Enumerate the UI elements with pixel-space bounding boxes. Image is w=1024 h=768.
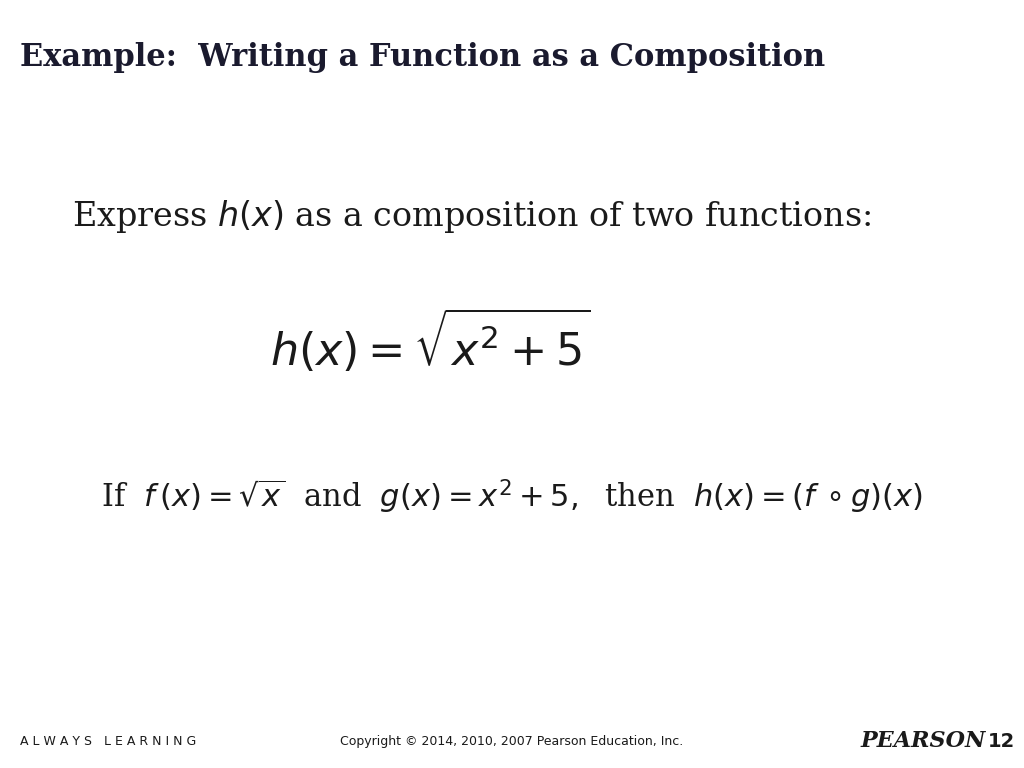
- Text: $h(x) = \sqrt{x^2+5}$: $h(x) = \sqrt{x^2+5}$: [269, 307, 591, 375]
- Text: Example:  Writing a Function as a Composition: Example: Writing a Function as a Composi…: [20, 41, 825, 73]
- Text: A L W A Y S   L E A R N I N G: A L W A Y S L E A R N I N G: [20, 735, 197, 747]
- Text: PEARSON: PEARSON: [860, 730, 985, 752]
- Text: Express $h(x)$ as a composition of two functions:: Express $h(x)$ as a composition of two f…: [72, 198, 871, 235]
- Text: If  $f\,(x) = \sqrt{x}$  and  $g(x) = x^2+5,$  then  $h(x) = (f\,\circ g)(x)$: If $f\,(x) = \sqrt{x}$ and $g(x) = x^2+5…: [101, 478, 923, 515]
- Text: 12: 12: [988, 732, 1016, 750]
- Text: Copyright © 2014, 2010, 2007 Pearson Education, Inc.: Copyright © 2014, 2010, 2007 Pearson Edu…: [340, 735, 684, 747]
